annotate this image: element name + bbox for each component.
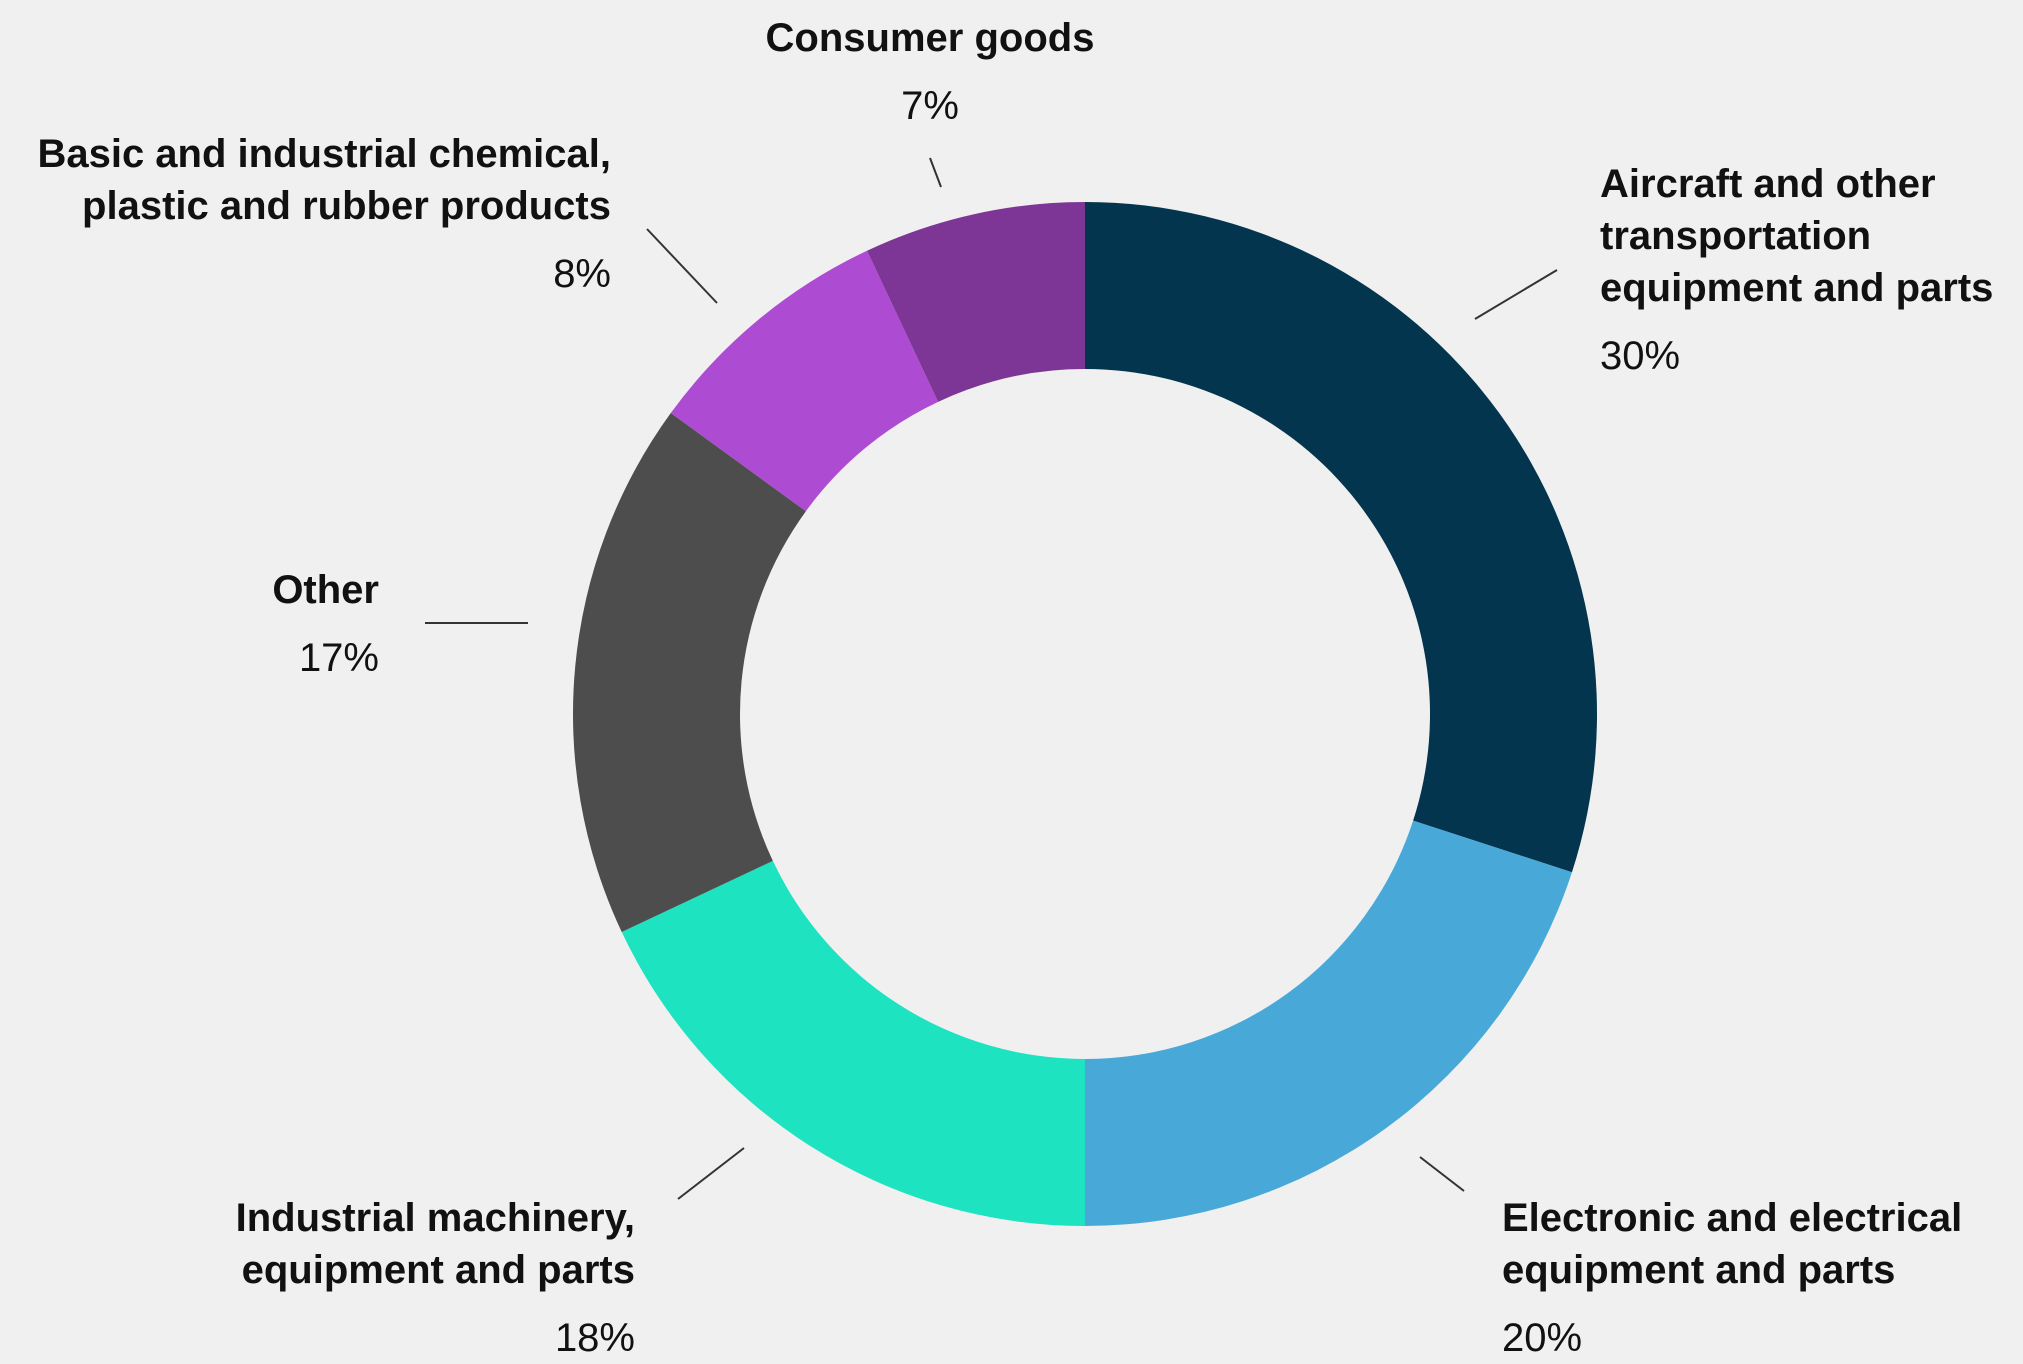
slice-name: Aircraft and other <box>1600 162 1936 206</box>
slice-label-industrial-machinery: Industrial machinery, equipment and part… <box>236 1192 635 1364</box>
slice-name: Basic and industrial chemical, <box>37 132 611 176</box>
slice-name: Electronic and electrical <box>1502 1196 1963 1240</box>
slice-label-consumer-goods: Consumer goods 7% <box>730 12 1130 132</box>
slice-value: 18% <box>554 1316 635 1360</box>
slice-name: Industrial machinery, <box>235 1196 635 1240</box>
slice-label-other: Other 17% <box>272 564 379 684</box>
leader-line-industrial-machinery <box>677 1147 745 1200</box>
slice-name: transportation <box>1600 214 1872 258</box>
slice-value: 7% <box>901 84 959 128</box>
donut-slices <box>573 202 1597 1226</box>
slice-label-chemical: Basic and industrial chemical, plastic a… <box>37 128 611 300</box>
slice-name: equipment and parts <box>1600 266 1994 310</box>
leader-lines <box>425 157 1558 1200</box>
slice-name: equipment and parts <box>1502 1248 1896 1292</box>
slice-name: plastic and rubber products <box>82 184 611 228</box>
slice-name: Other <box>272 568 379 612</box>
leader-line-aircraft <box>1474 269 1558 320</box>
slice-name: equipment and parts <box>241 1248 635 1292</box>
slice-electronic <box>1085 820 1572 1226</box>
slice-label-electronic: Electronic and electrical equipment and … <box>1502 1192 1962 1364</box>
slice-aircraft <box>1085 202 1597 873</box>
leader-line-electronic <box>1419 1156 1465 1192</box>
slice-label-aircraft: Aircraft and other transportation equipm… <box>1600 158 1993 382</box>
slice-value: 17% <box>298 636 379 680</box>
slice-value: 30% <box>1600 334 1681 378</box>
slice-consumer-goods <box>867 202 1085 402</box>
leader-line-chemical <box>646 228 718 304</box>
slice-other <box>573 413 806 932</box>
slice-name: Consumer goods <box>765 16 1095 60</box>
slice-value: 8% <box>553 252 611 296</box>
leader-line-consumer-goods <box>929 157 942 188</box>
slice-industrial-machinery <box>621 860 1085 1226</box>
slice-chemical <box>670 250 939 512</box>
slice-value: 20% <box>1502 1316 1583 1360</box>
